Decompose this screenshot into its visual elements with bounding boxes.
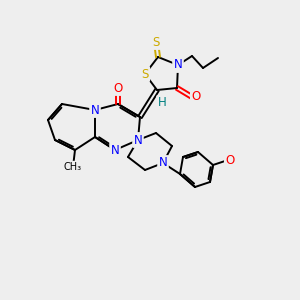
Text: CH₃: CH₃	[64, 162, 82, 172]
Text: H: H	[158, 97, 166, 110]
Text: S: S	[141, 68, 149, 80]
Text: N: N	[91, 103, 99, 116]
Text: O: O	[225, 154, 235, 166]
Text: O: O	[113, 82, 123, 94]
Text: S: S	[152, 35, 160, 49]
Text: N: N	[134, 134, 142, 146]
Text: N: N	[111, 143, 119, 157]
Text: N: N	[159, 157, 167, 169]
Text: O: O	[191, 91, 201, 103]
Text: N: N	[174, 58, 182, 71]
